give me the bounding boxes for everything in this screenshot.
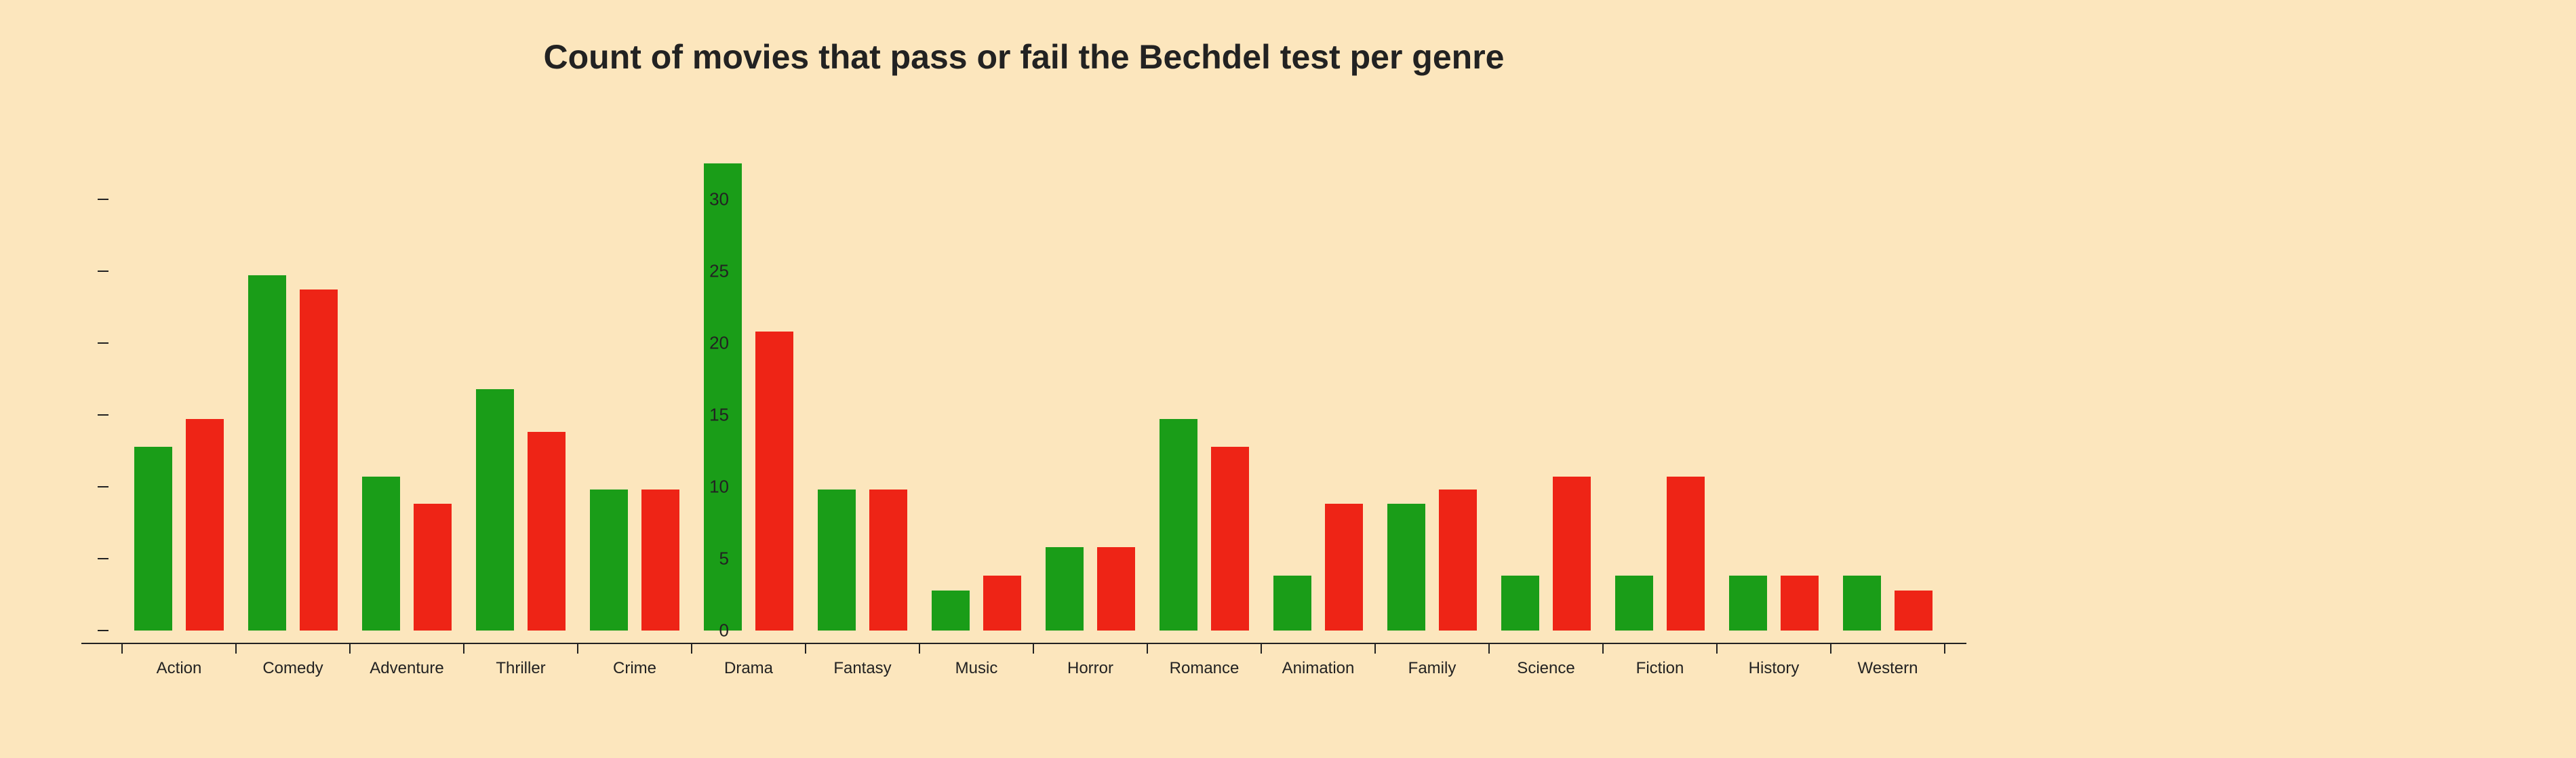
plot-container: ActionComedyAdventureThrillerCrimeDramaF… <box>108 156 1939 654</box>
xtick-label: Fantasy <box>833 659 891 678</box>
ytick-label: 5 <box>719 548 729 569</box>
bar-fail <box>869 490 907 631</box>
bar-pass <box>1729 576 1767 631</box>
bar-fail <box>1553 477 1591 631</box>
xtick-label: Crime <box>613 659 656 678</box>
bar-fail <box>186 419 224 631</box>
xtick-label: Adventure <box>370 659 443 678</box>
bar-fail <box>1895 591 1933 631</box>
xtick-mark <box>691 643 692 654</box>
bar-fail <box>1325 504 1363 631</box>
bar-pass <box>818 490 856 631</box>
xtick-mark <box>1602 643 1604 654</box>
ytick-label: 15 <box>709 404 729 425</box>
xtick-label: Western <box>1858 659 1918 678</box>
bar-fail <box>1667 477 1705 631</box>
ytick-mark <box>98 271 108 272</box>
xtick-label: Comedy <box>262 659 323 678</box>
xtick-mark <box>349 643 351 654</box>
bar-fail <box>414 504 452 631</box>
xtick-mark <box>1716 643 1718 654</box>
bar-pass <box>932 591 970 631</box>
xtick-label: Drama <box>724 659 773 678</box>
xtick-label: Horror <box>1067 659 1113 678</box>
ytick-label: 30 <box>709 188 729 210</box>
xtick-mark <box>235 643 237 654</box>
bar-pass <box>590 490 628 631</box>
bar-fail <box>300 290 338 631</box>
ytick-mark <box>98 630 108 631</box>
bar-fail <box>983 576 1021 631</box>
xtick-label: Fiction <box>1636 659 1684 678</box>
ytick-label: 20 <box>709 332 729 353</box>
xtick-mark <box>919 643 920 654</box>
bar-pass <box>1843 576 1881 631</box>
ytick-mark <box>98 486 108 487</box>
ytick-label: 25 <box>709 260 729 281</box>
xtick-mark <box>1374 643 1376 654</box>
ytick-mark <box>98 199 108 200</box>
xtick-label: Science <box>1517 659 1574 678</box>
bar-fail <box>1097 547 1135 631</box>
xtick-mark <box>1488 643 1490 654</box>
bar-pass <box>1046 547 1084 631</box>
bar-fail <box>1211 447 1249 631</box>
bar-pass <box>1501 576 1539 631</box>
bar-pass <box>1387 504 1425 631</box>
bar-fail <box>641 490 679 631</box>
bar-fail <box>1439 490 1477 631</box>
bar-pass <box>134 447 172 631</box>
bar-pass <box>248 275 286 631</box>
xtick-mark <box>1261 643 1262 654</box>
xtick-mark <box>1147 643 1148 654</box>
xtick-mark <box>805 643 806 654</box>
ytick-mark <box>98 414 108 416</box>
ytick-label: 10 <box>709 476 729 497</box>
xtick-label: Action <box>157 659 202 678</box>
xtick-mark <box>1944 643 1945 654</box>
bar-fail <box>528 432 566 631</box>
ytick-label: 0 <box>719 620 729 641</box>
ytick-mark <box>98 342 108 344</box>
bar-fail <box>1781 576 1819 631</box>
xtick-label: History <box>1749 659 1800 678</box>
chart-title: Count of movies that pass or fail the Be… <box>0 37 2048 77</box>
bar-pass <box>1273 576 1311 631</box>
xtick-mark <box>577 643 578 654</box>
xtick-mark <box>1830 643 1831 654</box>
xtick-label: Animation <box>1282 659 1355 678</box>
xtick-mark <box>121 643 123 654</box>
xtick-label: Thriller <box>496 659 545 678</box>
bar-pass <box>1160 419 1197 631</box>
x-axis-line <box>81 643 1966 644</box>
bar-pass <box>476 389 514 631</box>
xtick-label: Music <box>955 659 998 678</box>
xtick-label: Family <box>1408 659 1457 678</box>
xtick-mark <box>1033 643 1034 654</box>
bar-pass <box>362 477 400 631</box>
xtick-label: Romance <box>1170 659 1240 678</box>
bar-pass <box>1615 576 1653 631</box>
xtick-mark <box>463 643 464 654</box>
ytick-mark <box>98 558 108 559</box>
bar-fail <box>755 332 793 631</box>
